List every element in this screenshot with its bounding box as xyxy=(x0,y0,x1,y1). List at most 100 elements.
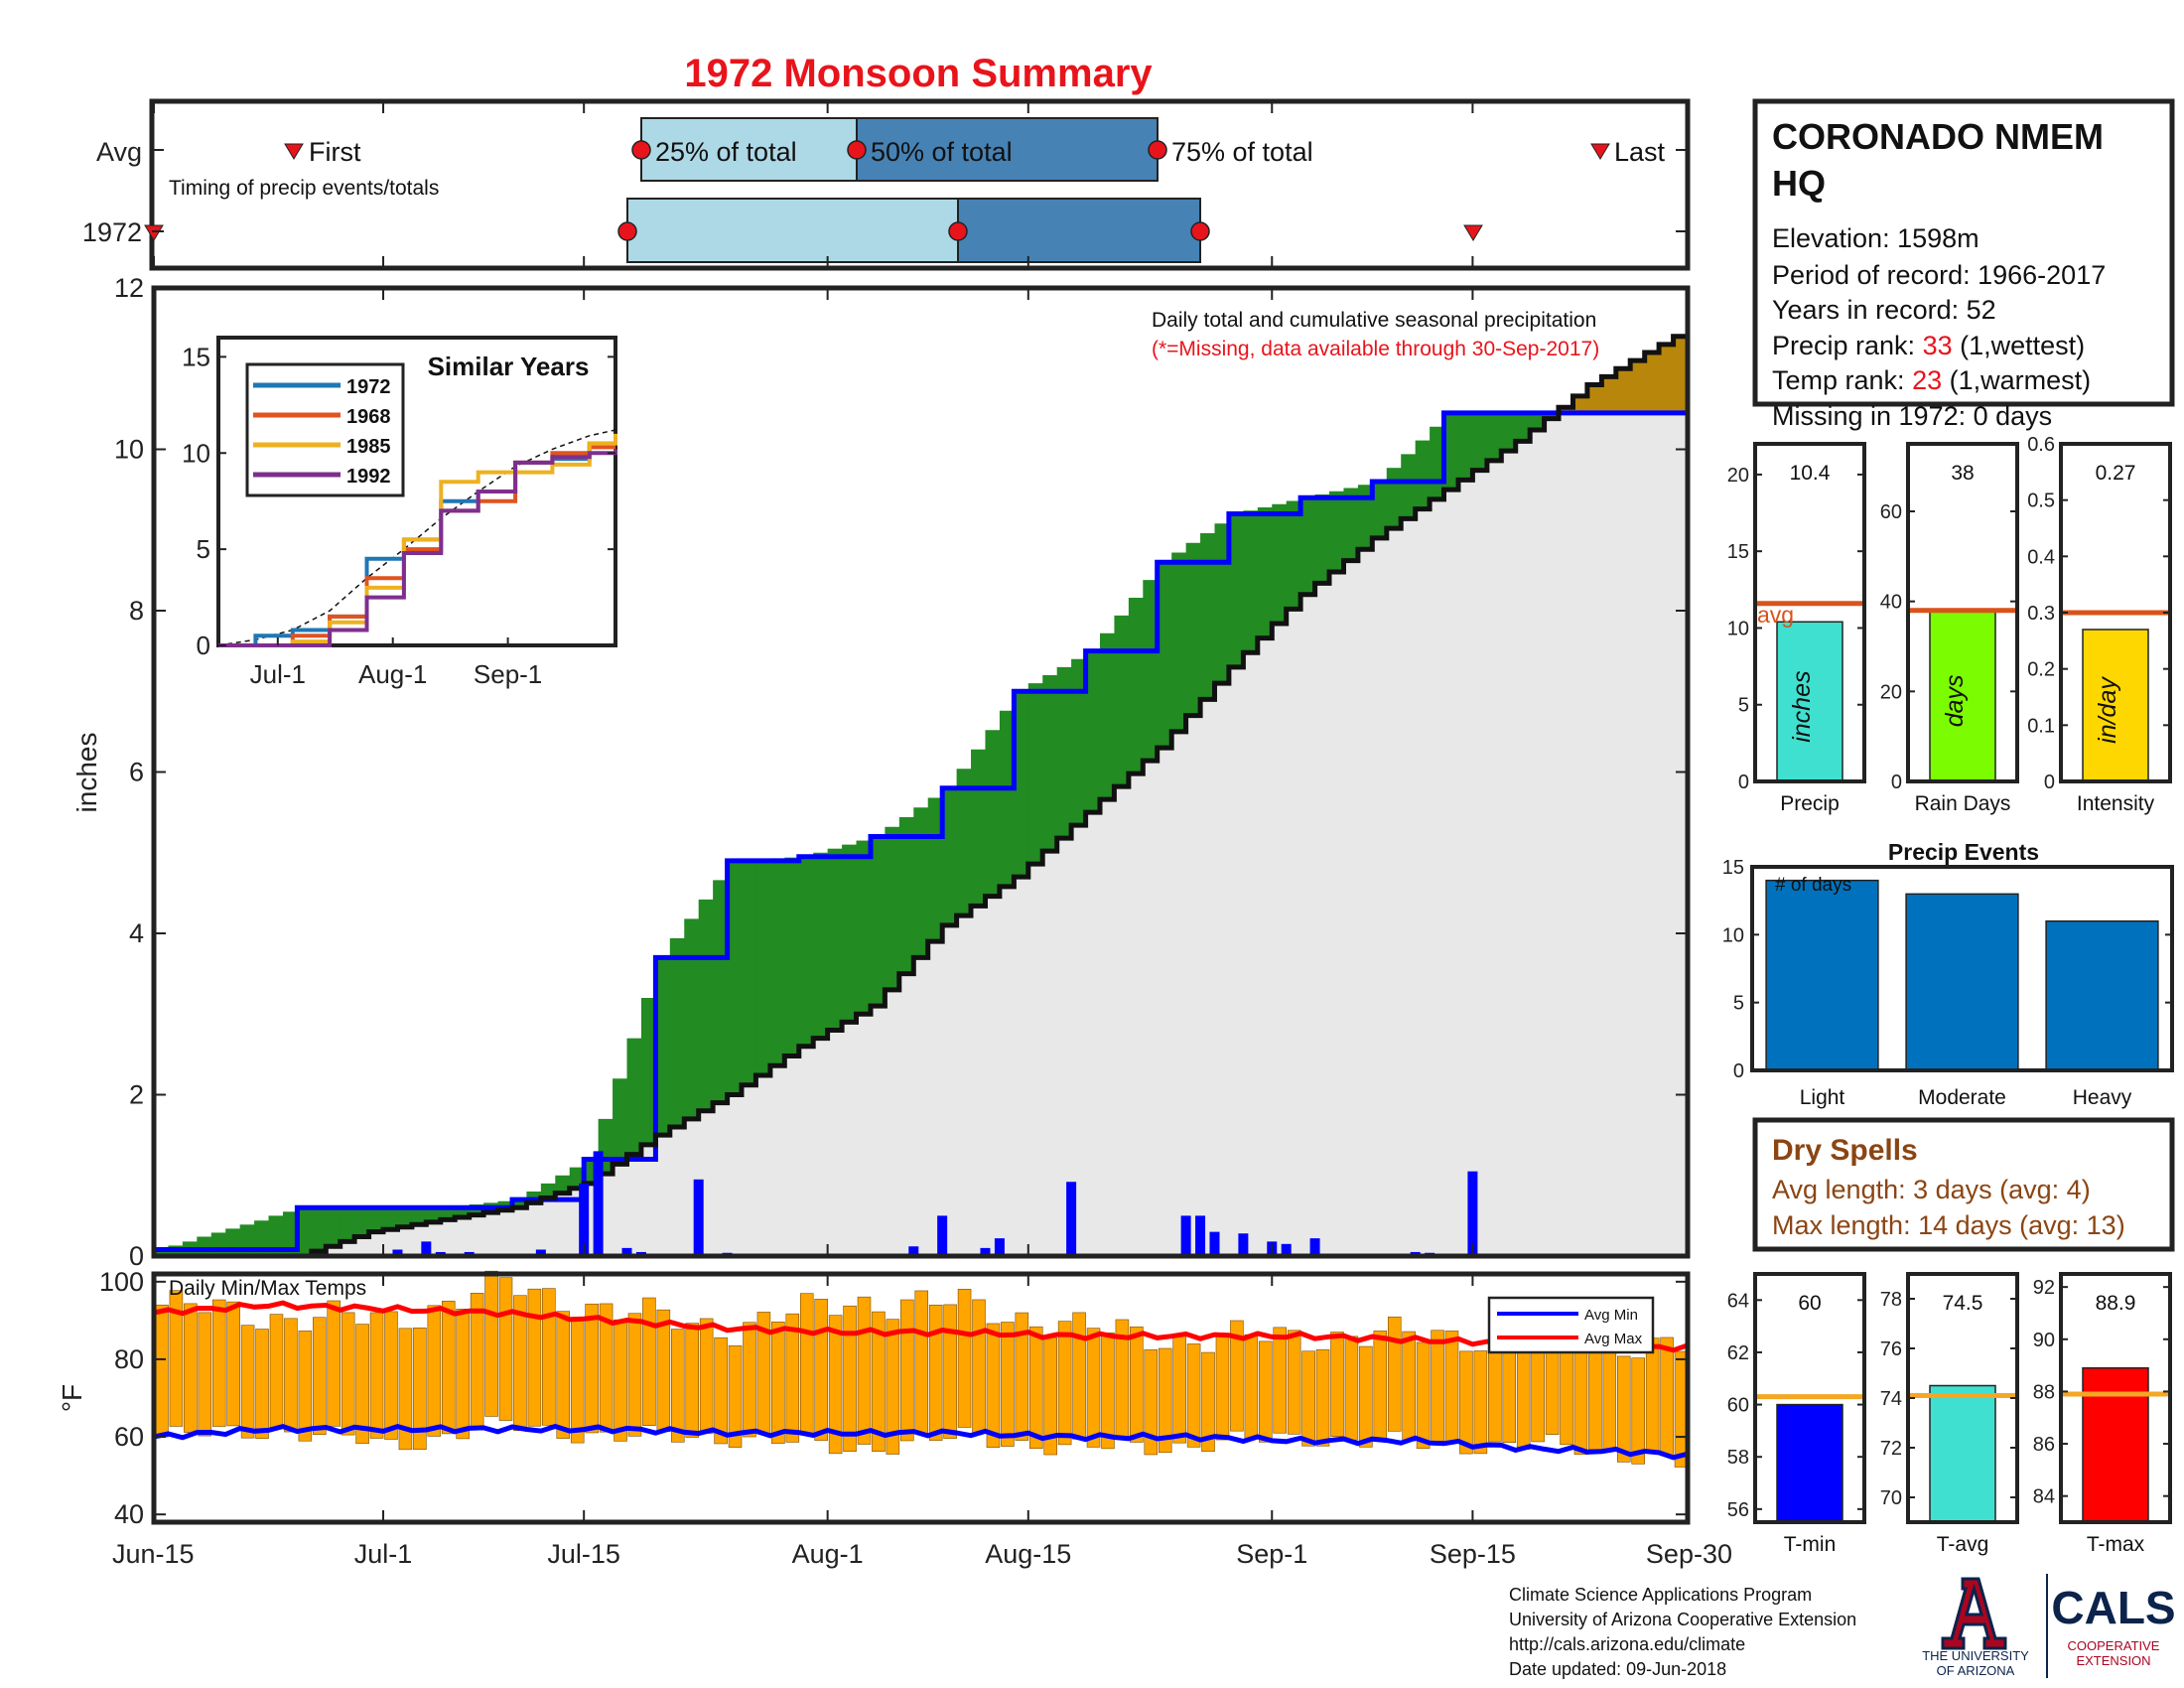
daily-temp-bar xyxy=(685,1323,699,1438)
intensity-summary-tick-label: 0 xyxy=(2044,772,2055,793)
daily-temp-bar xyxy=(484,1270,498,1417)
below-average-band xyxy=(1185,542,1201,716)
daily-temp-bar xyxy=(872,1311,886,1453)
below-average-band xyxy=(1415,440,1431,509)
below-average-band xyxy=(942,787,958,925)
daily-precip-bar xyxy=(908,1246,919,1256)
below-average-band xyxy=(655,957,671,1136)
daily-temp-bar xyxy=(1186,1343,1201,1448)
footer: Climate Science Applications Program Uni… xyxy=(1509,1574,2176,1679)
daily-temp-bar xyxy=(1172,1334,1186,1444)
precip-panel: 0 2 4 6 8 10 12 inches Daily total and cumulat… xyxy=(71,273,1691,1271)
below-average-band xyxy=(1257,507,1273,638)
daily-temp-bar xyxy=(427,1305,442,1437)
precip-events-bar-moderate xyxy=(1905,893,2019,1071)
tavg-summary-x-label: T-avg xyxy=(1937,1533,1989,1556)
tmax-summary-frame xyxy=(2059,1272,2172,1524)
daily-temp-bar xyxy=(585,1303,599,1434)
daily-temp-bar xyxy=(986,1323,1001,1448)
precip-y-tick-label: 0 xyxy=(129,1241,144,1271)
timing-avg-first-marker xyxy=(284,143,304,160)
daily-temp-bar xyxy=(1301,1350,1315,1447)
below-average-band xyxy=(999,710,1015,887)
daily-temp-bar xyxy=(1244,1334,1259,1440)
below-average-band xyxy=(268,1215,284,1256)
daily-temp-bar xyxy=(627,1313,642,1437)
precip-events-title: Precip Events xyxy=(1888,839,2039,865)
inset-y-tick-label: 10 xyxy=(182,438,210,468)
daily-temp-bar xyxy=(211,1299,226,1427)
daily-temp-bar xyxy=(699,1318,714,1434)
timing-1972-box-25-50 xyxy=(626,198,959,263)
date-tick-label: Jul-15 xyxy=(547,1539,620,1569)
tmin-summary: 56 58 60 62 64 60 T-min xyxy=(1727,1272,1866,1556)
dry-spells-max: Max length: 14 days (avg: 13) xyxy=(1772,1210,2125,1240)
daily-temp-bar xyxy=(1431,1330,1444,1442)
daily-precip-bar xyxy=(535,1249,546,1256)
daily-temp-bar xyxy=(155,1304,169,1438)
daily-precip-bar xyxy=(1467,1171,1478,1256)
below-average-band xyxy=(1329,491,1345,572)
temp-rank-note: (1,warmest) xyxy=(1942,365,2091,395)
tmin-summary-tick-label: 56 xyxy=(1727,1499,1749,1521)
station-info-box: CORONADO NMEM HQ Elevation: 1598m Period… xyxy=(1752,98,2175,407)
daily-temp-bar xyxy=(1215,1334,1230,1441)
below-average-band xyxy=(1085,650,1101,813)
daily-temp-bar xyxy=(656,1309,671,1433)
daily-temp-bar xyxy=(1617,1355,1631,1463)
daily-temp-bar xyxy=(184,1303,198,1433)
precip-events-x-label: Moderate xyxy=(1918,1086,2006,1109)
temp-y-axis: 40 60 80 100 xyxy=(99,1267,1688,1529)
timing-year-row-label: 1972 xyxy=(82,217,142,247)
below-average-band xyxy=(511,1199,528,1208)
temp-y-label: °F xyxy=(57,1384,87,1412)
below-average-band xyxy=(569,1167,585,1189)
station-period: Period of record: 1966-2017 xyxy=(1772,260,2106,290)
inset-title: Similar Years xyxy=(428,352,590,381)
below-average-band xyxy=(282,1211,298,1256)
daily-temp-bar xyxy=(498,1277,513,1421)
daily-temp-bar xyxy=(1273,1327,1288,1434)
cumulative-1972-line xyxy=(154,328,1691,1259)
above-average-band xyxy=(1572,395,1588,413)
precip-events-bars: Light Moderate Heavy 0 5 10 15 xyxy=(1722,857,2172,1109)
daily-temp-bar xyxy=(1416,1341,1431,1450)
daily-temp-bar xyxy=(1158,1347,1172,1454)
inset-line-1992 xyxy=(218,449,617,647)
average-cumulative-line xyxy=(154,410,1688,1252)
inset-legend-label: 1985 xyxy=(346,436,391,458)
tavg-summary-tick-label: 72 xyxy=(1880,1438,1902,1460)
precip-y-axis: 0 2 4 6 8 10 12 xyxy=(114,273,1688,1271)
above-average-band xyxy=(1659,344,1675,413)
tmax-summary: 84 86 88 90 92 88.9 T-max xyxy=(2033,1272,2172,1556)
daily-temp-bar xyxy=(1330,1332,1344,1437)
daily-temp-bar xyxy=(413,1327,427,1451)
station-years: Years in record: 52 xyxy=(1772,295,1996,325)
daily-temp-bar xyxy=(384,1311,398,1440)
tmin-summary-frame xyxy=(1753,1272,1866,1524)
above-average-band xyxy=(1630,360,1646,413)
below-average-band xyxy=(1501,412,1517,452)
below-average-band xyxy=(354,1207,370,1237)
daily-temp-bar xyxy=(313,1317,327,1435)
date-tick-label: Jun-15 xyxy=(112,1539,195,1569)
timing-subtitle: Timing of precip events/totals xyxy=(169,177,439,200)
below-average-band xyxy=(1128,598,1144,774)
precip-events-panel: Precip Events Light Moderate Heavy 0 5 10 15 #… xyxy=(1722,839,2174,1109)
precip-note-line2: (*=Missing, data available through 30-Se… xyxy=(1152,338,1599,360)
below-average-band xyxy=(1171,552,1187,732)
precip-events-bar-heavy xyxy=(2045,919,2159,1071)
inset-y-tick-label: 5 xyxy=(197,534,210,564)
timing-1972-p50-marker xyxy=(948,221,968,241)
daily-precip-bar xyxy=(421,1241,432,1256)
temp-summary-bars: 56 58 60 62 64 60 T-min 70 72 74 76 78 74.5 T-avg 84 86… xyxy=(1727,1272,2172,1556)
daily-temp-bar xyxy=(1645,1337,1660,1454)
tavg-summary-tick-label: 76 xyxy=(1880,1338,1902,1360)
daily-temp-bar xyxy=(1201,1351,1215,1453)
below-average-band xyxy=(1272,503,1288,624)
inset-legend-label: 1968 xyxy=(346,406,391,428)
below-average-band xyxy=(713,880,729,1103)
daily-temp-bar xyxy=(1444,1331,1459,1443)
daily-temp-bar xyxy=(843,1305,857,1453)
